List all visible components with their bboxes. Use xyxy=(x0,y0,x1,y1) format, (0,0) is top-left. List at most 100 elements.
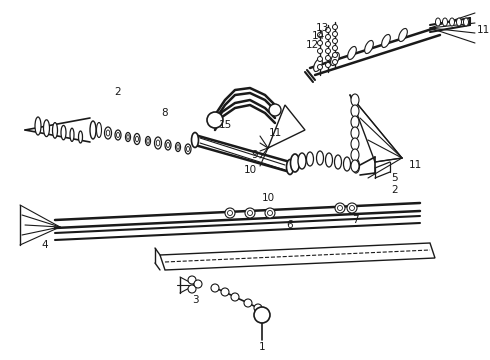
Ellipse shape xyxy=(382,35,391,48)
Text: 12: 12 xyxy=(305,40,318,50)
Ellipse shape xyxy=(52,123,57,138)
Ellipse shape xyxy=(365,40,373,54)
Ellipse shape xyxy=(147,139,149,143)
Circle shape xyxy=(254,307,270,323)
Ellipse shape xyxy=(325,63,330,68)
Ellipse shape xyxy=(97,122,101,138)
Ellipse shape xyxy=(351,127,359,139)
Ellipse shape xyxy=(333,24,338,30)
Ellipse shape xyxy=(35,117,41,135)
Text: 5: 5 xyxy=(392,173,398,183)
Circle shape xyxy=(225,208,235,218)
Circle shape xyxy=(254,304,262,312)
Ellipse shape xyxy=(325,153,333,167)
Ellipse shape xyxy=(187,147,190,152)
Ellipse shape xyxy=(333,59,338,64)
Ellipse shape xyxy=(192,132,198,148)
Circle shape xyxy=(188,285,196,293)
Ellipse shape xyxy=(117,132,120,138)
Text: 14: 14 xyxy=(311,31,324,41)
Text: 2: 2 xyxy=(115,87,122,97)
Ellipse shape xyxy=(306,152,314,166)
Ellipse shape xyxy=(352,159,360,173)
Circle shape xyxy=(247,211,252,216)
Circle shape xyxy=(347,203,357,213)
Ellipse shape xyxy=(287,159,294,175)
Ellipse shape xyxy=(134,134,140,144)
Text: 11: 11 xyxy=(476,25,490,35)
Text: 7: 7 xyxy=(352,215,358,225)
Ellipse shape xyxy=(318,64,322,69)
Text: 10: 10 xyxy=(262,193,274,203)
Ellipse shape xyxy=(351,149,359,161)
Ellipse shape xyxy=(351,105,359,117)
Ellipse shape xyxy=(44,120,49,136)
Ellipse shape xyxy=(449,18,455,26)
Circle shape xyxy=(268,211,272,216)
Circle shape xyxy=(227,211,232,216)
Ellipse shape xyxy=(104,127,112,139)
Text: 9: 9 xyxy=(252,150,258,160)
Circle shape xyxy=(245,208,255,218)
Ellipse shape xyxy=(167,143,170,148)
Ellipse shape xyxy=(165,140,171,150)
Ellipse shape xyxy=(436,18,441,26)
Circle shape xyxy=(231,293,239,301)
Ellipse shape xyxy=(351,160,359,172)
Ellipse shape xyxy=(314,58,322,72)
Text: 2: 2 xyxy=(392,185,398,195)
Circle shape xyxy=(269,104,281,116)
Text: 15: 15 xyxy=(219,120,232,130)
Text: 4: 4 xyxy=(42,240,49,250)
Ellipse shape xyxy=(318,41,322,45)
Circle shape xyxy=(221,288,229,296)
Ellipse shape xyxy=(115,130,121,140)
Text: 3: 3 xyxy=(192,295,198,305)
Ellipse shape xyxy=(325,27,330,32)
Ellipse shape xyxy=(177,145,179,149)
Ellipse shape xyxy=(127,135,129,139)
Ellipse shape xyxy=(335,155,342,169)
Ellipse shape xyxy=(185,144,191,154)
Ellipse shape xyxy=(351,94,359,106)
Circle shape xyxy=(211,284,219,292)
Ellipse shape xyxy=(125,132,130,141)
Ellipse shape xyxy=(70,128,74,141)
Ellipse shape xyxy=(146,136,150,145)
Ellipse shape xyxy=(61,125,66,140)
Ellipse shape xyxy=(325,41,330,46)
Circle shape xyxy=(244,299,252,307)
Text: 1: 1 xyxy=(259,342,265,352)
Text: 10: 10 xyxy=(244,165,257,175)
Ellipse shape xyxy=(136,136,139,142)
Ellipse shape xyxy=(333,53,338,58)
Circle shape xyxy=(335,203,345,213)
Ellipse shape xyxy=(156,140,160,146)
Polygon shape xyxy=(160,243,435,270)
Text: 6: 6 xyxy=(287,220,294,230)
Ellipse shape xyxy=(457,18,462,26)
Ellipse shape xyxy=(318,49,322,54)
Ellipse shape xyxy=(291,154,299,172)
Circle shape xyxy=(207,112,223,128)
Ellipse shape xyxy=(333,45,338,50)
Ellipse shape xyxy=(442,18,447,26)
Ellipse shape xyxy=(464,18,468,26)
Ellipse shape xyxy=(343,157,350,171)
Ellipse shape xyxy=(351,138,359,150)
Text: 13: 13 xyxy=(316,23,329,33)
Ellipse shape xyxy=(333,32,338,36)
Ellipse shape xyxy=(318,32,322,37)
Ellipse shape xyxy=(399,28,407,41)
Ellipse shape xyxy=(325,49,330,54)
Circle shape xyxy=(194,280,202,288)
Ellipse shape xyxy=(333,39,338,44)
Ellipse shape xyxy=(325,35,330,40)
Ellipse shape xyxy=(317,151,323,165)
Circle shape xyxy=(265,208,275,218)
Text: 8: 8 xyxy=(162,108,168,118)
Text: 11: 11 xyxy=(269,128,282,138)
Ellipse shape xyxy=(318,57,322,62)
Ellipse shape xyxy=(298,153,306,169)
Ellipse shape xyxy=(325,55,330,60)
